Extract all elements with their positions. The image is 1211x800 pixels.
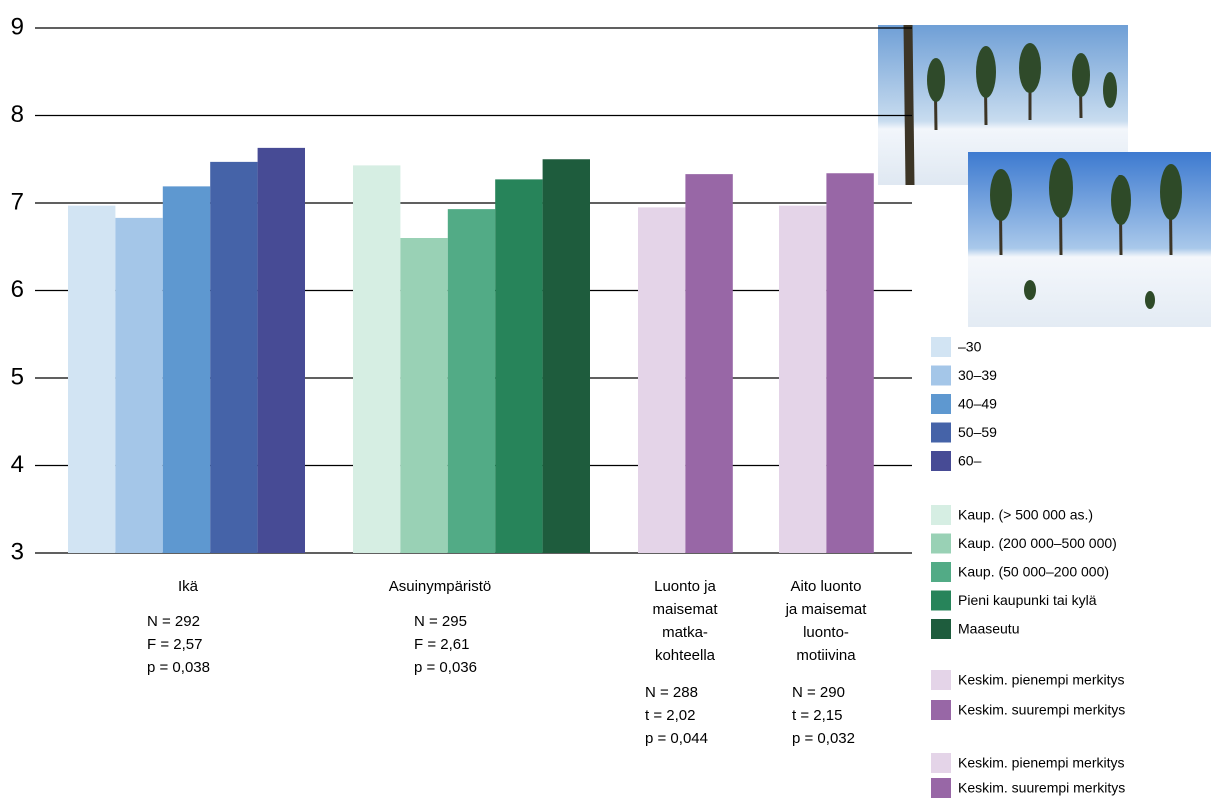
group-label: Asuinympäristö [389,578,492,595]
bar [779,205,827,553]
legend-label: Keskim. pienempi merkitys [958,755,1125,771]
legend-label: 50–59 [958,424,997,440]
group-stats: p = 0,044 [645,730,708,747]
legend-swatch [931,753,951,773]
group-stats: p = 0,038 [147,659,210,676]
legend-swatch [931,778,951,798]
legend-swatch [931,700,951,720]
bar [353,165,401,553]
group-stats: F = 2,61 [414,636,469,653]
legend-label: Keskim. suurempi merkitys [958,702,1125,718]
group-label: maisemat [652,601,718,618]
bar [68,205,116,553]
group-stats: p = 0,032 [792,730,855,747]
bar [162,186,211,553]
bar [210,161,258,553]
group-label: kohteella [655,647,716,664]
legend-label: Keskim. pienempi merkitys [958,672,1125,688]
bar [257,147,305,553]
legend-swatch [931,505,951,525]
legend-swatch [931,619,951,639]
legend-swatch [931,451,951,471]
legend-label: Keskim. suurempi merkitys [958,780,1125,796]
group-stats: F = 2,57 [147,636,202,653]
y-tick-label: 3 [11,538,24,565]
legend-swatch [931,337,951,357]
legend-label: Maaseutu [958,621,1019,637]
y-tick-label: 9 [11,13,24,40]
y-tick-label: 7 [11,188,24,215]
legend-swatch [931,394,951,414]
bar [115,217,163,553]
group-label: Luonto ja [654,578,716,595]
legend-swatch [931,365,951,386]
legend-swatch [931,562,951,582]
group-stats: N = 292 [147,613,200,630]
group-stats: N = 295 [414,613,467,630]
legend-label: –30 [958,339,982,355]
group-label: motiivina [796,647,856,664]
legend-label: Kaup. (50 000–200 000) [958,564,1109,580]
group-stats: p = 0,036 [414,659,477,676]
legend-label: Pieni kaupunki tai kylä [958,592,1097,608]
y-tick-label: 5 [11,363,24,390]
legend-swatch [931,422,951,443]
bar [826,173,874,553]
group-stats: t = 2,02 [645,707,695,724]
group-label: matka- [662,624,708,641]
group-label: Aito luonto [791,578,862,595]
bar [542,159,590,553]
bar [495,179,543,553]
legend-swatch [931,590,951,611]
legend-label: 30–39 [958,367,997,383]
group-stats: N = 290 [792,684,845,701]
group-stats: N = 288 [645,684,698,701]
group-label: ja maisemat [785,601,868,618]
bar [400,238,448,553]
group-label: luonto- [803,624,849,641]
group-stats: t = 2,15 [792,707,842,724]
photo-forest-2 [968,152,1211,327]
legend-label: Kaup. (> 500 000 as.) [958,507,1093,523]
bar [638,207,686,553]
group-label: Ikä [178,578,199,595]
y-tick-label: 8 [11,101,24,128]
y-tick-label: 4 [11,451,24,478]
legend-label: Kaup. (200 000–500 000) [958,535,1117,551]
y-tick-label: 6 [11,276,24,303]
legend-swatch [931,670,951,690]
legend-label: 40–49 [958,396,997,412]
legend-swatch [931,533,951,554]
legend-label: 60– [958,453,982,469]
bar [685,174,733,553]
bar [447,209,496,553]
